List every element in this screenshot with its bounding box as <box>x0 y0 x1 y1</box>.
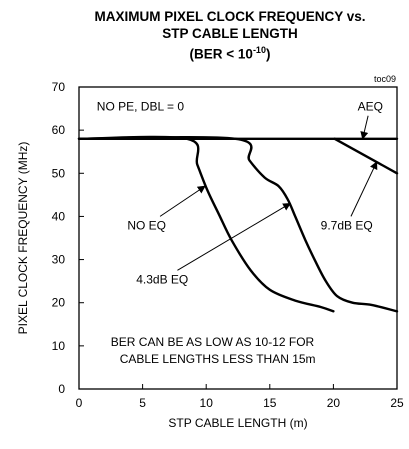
y-tick-label: 60 <box>52 123 66 137</box>
x-axis-label: STP CABLE LENGTH (m) <box>168 416 307 430</box>
annotation-label: NO EQ <box>127 218 166 232</box>
plot-frame <box>78 86 398 390</box>
chart-id-label: toc09 <box>374 74 396 84</box>
series-line-no-eq <box>77 135 335 313</box>
y-tick-label: 50 <box>52 166 66 180</box>
series-line-4-3db-eq <box>77 136 399 313</box>
series-line-9-7db-eq <box>333 137 399 175</box>
x-tick-label: 15 <box>263 396 277 410</box>
y-axis-label: PIXEL CLOCK FREQUENCY (MHz) <box>16 142 30 335</box>
annotation-arrow <box>350 161 378 217</box>
x-tick-label: 20 <box>327 396 341 410</box>
x-tick-label: 10 <box>200 396 214 410</box>
x-tick-label: 25 <box>390 396 404 410</box>
annotation-arrow <box>159 185 206 217</box>
y-tick-label: 0 <box>58 382 65 396</box>
annotation-label: 4.3dB EQ <box>136 272 188 286</box>
annotation-label: BER CAN BE AS LOW AS 10-12 FOR <box>111 335 315 349</box>
annotation-arrow <box>360 115 369 140</box>
y-tick-label: 30 <box>52 253 66 267</box>
y-tick-label: 20 <box>52 296 66 310</box>
y-tick-label: 10 <box>52 339 66 353</box>
title-line-2: STP CABLE LENGTH <box>162 26 298 41</box>
annotation-label: CABLE LENGTHS LESS THAN 15m <box>120 352 316 366</box>
annotation-label: AEQ <box>358 100 383 114</box>
y-tick-label: 40 <box>52 209 66 223</box>
x-tick-label: 0 <box>76 396 83 410</box>
annotation-label: NO PE, DBL = 0 <box>97 100 185 114</box>
title-line-1: MAXIMUM PIXEL CLOCK FREQUENCY vs. <box>94 9 366 24</box>
title-line-3: (BER < 10-10) <box>189 45 271 62</box>
y-tick-label: 70 <box>52 80 66 94</box>
annotation-label: 9.7dB EQ <box>321 218 373 232</box>
chart-title: MAXIMUM PIXEL CLOCK FREQUENCY vs. STP CA… <box>60 8 400 63</box>
annotation-arrow <box>177 202 292 271</box>
x-tick-label: 5 <box>139 396 146 410</box>
